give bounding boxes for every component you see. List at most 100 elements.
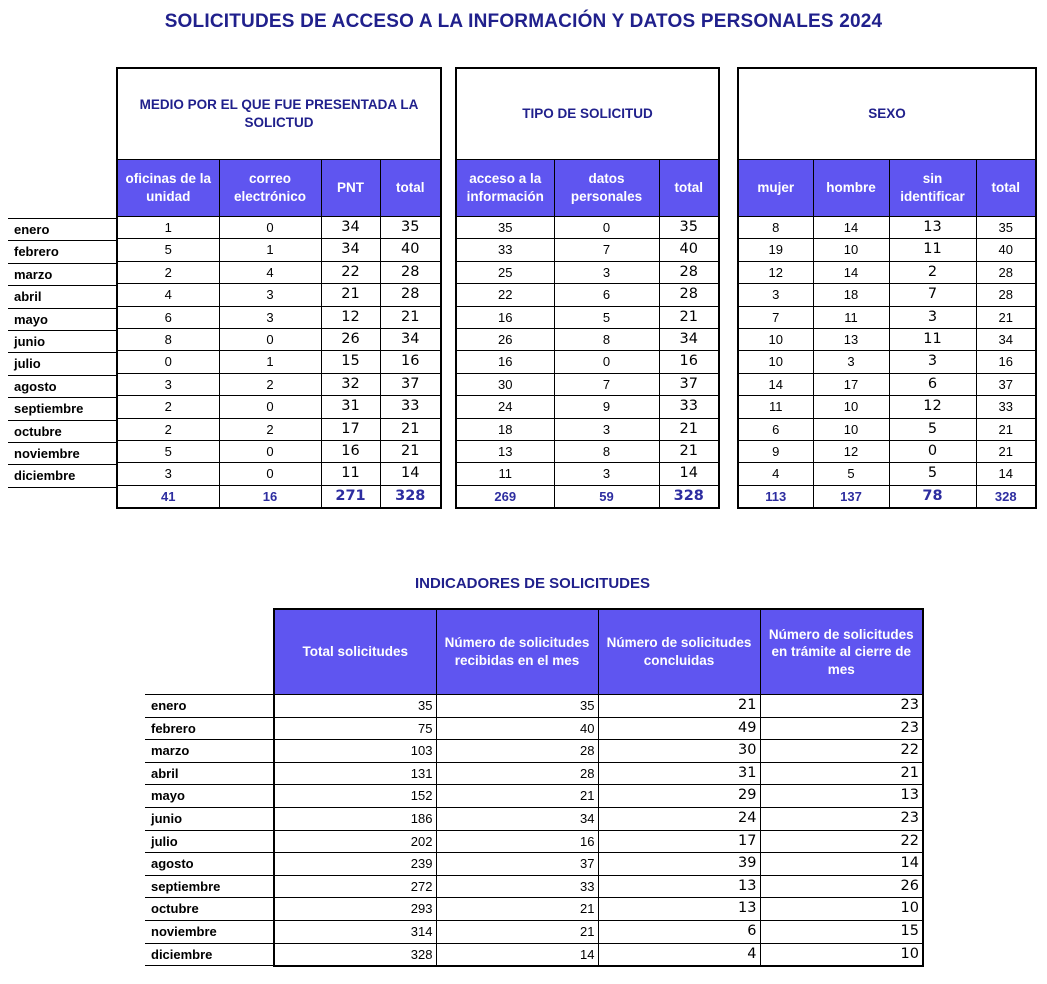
table-cell: 0 <box>218 440 322 464</box>
table-cell: 28 <box>975 260 1037 285</box>
table-sexo: SEXO mujer hombre sin identificar total … <box>737 67 1038 510</box>
table-cell: 35 <box>435 694 599 718</box>
table-cell: 12 <box>320 305 381 330</box>
table-row: 4 3 21 28 <box>116 283 442 307</box>
table-cell: 6 <box>888 372 977 397</box>
table-row: 16 5 21 <box>455 305 720 330</box>
table-cell: 14 <box>379 462 442 486</box>
table-row: abril <box>8 285 116 309</box>
table-row: 2 4 22 28 <box>116 260 442 285</box>
table-row: 13 8 21 <box>455 440 720 464</box>
table-cell: 28 <box>435 739 599 763</box>
month-labels-top: enero febrero marzo abril mayo junio julio agos… <box>8 217 116 488</box>
column-header: hombre <box>812 159 890 217</box>
table-cell: 13 <box>812 328 890 352</box>
table-cell: 5 <box>116 440 220 464</box>
table-cell: 1 <box>218 350 322 374</box>
table-cell: 5 <box>888 462 977 486</box>
table-cell: 22 <box>320 260 381 285</box>
column-header: total <box>975 159 1037 217</box>
table-cell: 21 <box>597 694 761 718</box>
table-row: enero <box>145 694 273 718</box>
month-label: febrero <box>145 716 273 740</box>
table-cell: 8 <box>116 328 220 352</box>
table-cell: 17 <box>320 417 381 442</box>
table-cell: 26 <box>759 874 924 899</box>
table-cell: 21 <box>435 784 599 808</box>
table-cell: 21 <box>975 440 1037 464</box>
totals-cell: 41 <box>116 484 220 509</box>
table-cell: 21 <box>975 305 1037 330</box>
table-row: 18 3 21 <box>455 417 720 442</box>
table-row: 6 3 12 21 <box>116 305 442 330</box>
table-title-tipo: TIPO DE SOLICITUD <box>455 67 720 160</box>
table-cell: 13 <box>759 784 924 808</box>
table-row: 4 5 5 14 <box>737 462 1037 486</box>
table-cell: 10 <box>737 350 814 374</box>
table-cell: 16 <box>435 829 599 854</box>
table-cell: 239 <box>273 852 437 876</box>
table-row: 328 14 4 10 <box>273 942 924 967</box>
table-cell: 35 <box>379 215 442 240</box>
table-cell: 34 <box>975 328 1037 352</box>
table-cell: 14 <box>435 942 599 967</box>
table-cell: 3 <box>553 462 660 486</box>
table-row: 152 21 29 13 <box>273 784 924 808</box>
table-cell: 18 <box>455 417 555 442</box>
table-row: agosto <box>145 852 273 876</box>
table-cell: 7 <box>888 283 977 307</box>
table-row: junio <box>145 806 273 831</box>
table-cell: 3 <box>812 350 890 374</box>
table-cell: 30 <box>597 739 761 763</box>
table-row: 14 17 6 37 <box>737 372 1037 397</box>
table-row: junio <box>8 330 116 353</box>
table-cell: 2 <box>116 260 220 285</box>
table-cell: 9 <box>737 440 814 464</box>
table-cell: 10 <box>737 328 814 352</box>
table-row: febrero <box>8 240 116 264</box>
table-cell: 12 <box>812 440 890 464</box>
table-cell: 33 <box>455 238 555 262</box>
table-row: noviembre <box>145 919 273 944</box>
month-label: septiembre <box>145 874 273 898</box>
table-cell: 75 <box>273 716 437 741</box>
table-cell: 35 <box>975 215 1037 240</box>
table-row: 3 2 32 37 <box>116 372 442 397</box>
table-cell: 6 <box>737 417 814 442</box>
month-label: mayo <box>145 784 273 808</box>
table-cell: 40 <box>435 716 599 741</box>
table-cell: 3 <box>553 417 660 442</box>
table-cell: 17 <box>812 372 890 397</box>
table-cell: 23 <box>759 716 924 741</box>
table-cell: 11 <box>888 238 977 262</box>
table-cell: 11 <box>737 395 814 419</box>
table-cell: 23 <box>759 806 924 831</box>
column-header: total <box>379 159 442 217</box>
table-cell: 28 <box>379 260 442 285</box>
table-cell: 0 <box>553 350 660 374</box>
table-row: mayo <box>8 307 116 331</box>
table-cell: 103 <box>273 739 437 763</box>
totals-row: 41 16 271 328 <box>116 484 442 509</box>
table-cell: 28 <box>975 283 1037 307</box>
table-cell: 5 <box>553 305 660 330</box>
table-cell: 2 <box>116 395 220 419</box>
table-cell: 21 <box>658 440 720 464</box>
table-cell: 3 <box>553 260 660 285</box>
table-cell: 14 <box>812 215 890 240</box>
month-label: julio <box>145 829 273 853</box>
totals-cell: 16 <box>218 484 322 509</box>
table-row: 131 28 31 21 <box>273 761 924 786</box>
table-cell: 26 <box>320 328 381 352</box>
table-row: 239 37 39 14 <box>273 852 924 876</box>
table-indicadores: Total solicitudes Número de solicitudes … <box>273 608 924 968</box>
table-cell: 37 <box>975 372 1037 397</box>
month-label: agosto <box>8 374 116 398</box>
table-cell: 40 <box>658 238 720 262</box>
table-cell: 10 <box>759 897 924 921</box>
table-cell: 17 <box>597 829 761 854</box>
table-row: 1 0 34 35 <box>116 215 442 240</box>
table-cell: 34 <box>658 328 720 352</box>
table-cell: 8 <box>553 440 660 464</box>
